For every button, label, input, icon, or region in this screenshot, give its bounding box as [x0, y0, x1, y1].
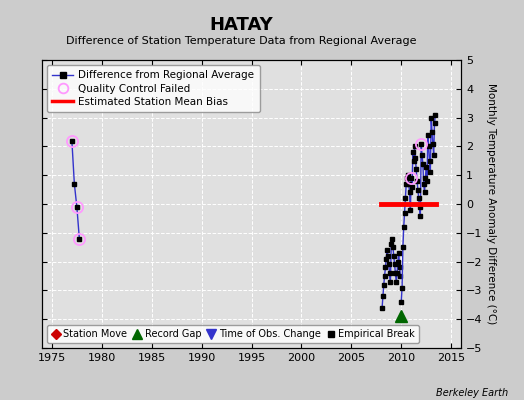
Y-axis label: Monthly Temperature Anomaly Difference (°C): Monthly Temperature Anomaly Difference (…: [486, 83, 496, 325]
Legend: Station Move, Record Gap, Time of Obs. Change, Empirical Break: Station Move, Record Gap, Time of Obs. C…: [47, 325, 419, 343]
Text: Difference of Station Temperature Data from Regional Average: Difference of Station Temperature Data f…: [66, 36, 416, 46]
Text: HATAY: HATAY: [209, 16, 273, 34]
Text: Berkeley Earth: Berkeley Earth: [436, 388, 508, 398]
